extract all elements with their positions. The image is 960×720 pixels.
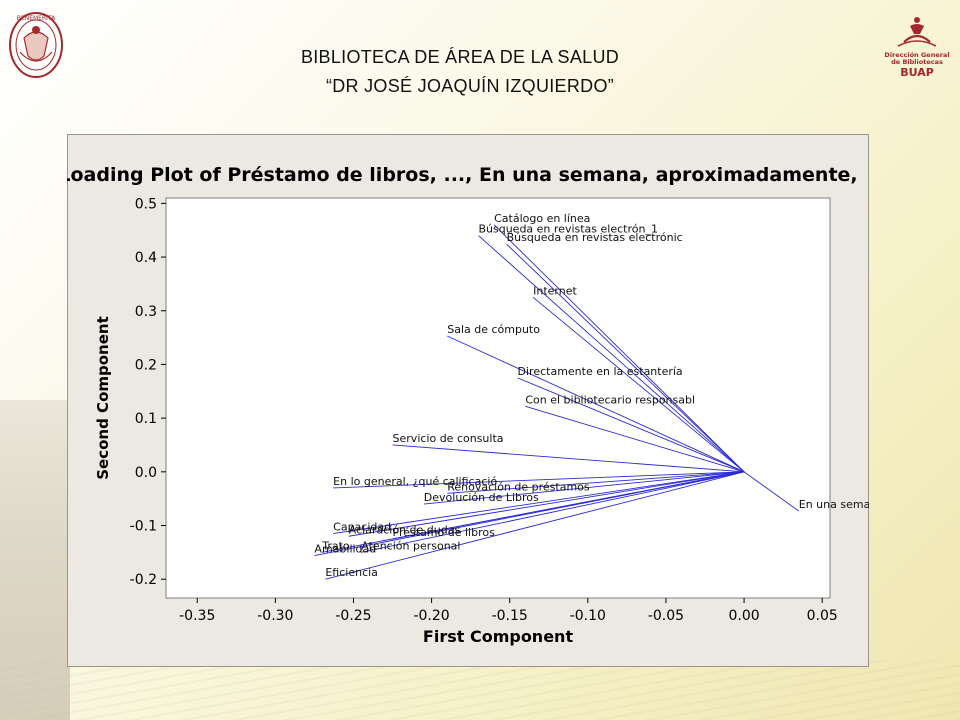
x-tick-label: -0.30 [257, 608, 293, 624]
x-tick-label: -0.20 [413, 608, 449, 624]
plot-area [165, 197, 831, 599]
loading-label: Con el bibliotecario responsabl [525, 393, 695, 406]
loading-line [478, 235, 745, 473]
loading-label: Catálogo en línea [494, 212, 590, 225]
y-axis-label: Second Component [94, 316, 112, 480]
background-book-image [0, 400, 70, 720]
y-tick-label: 0.0 [135, 465, 157, 481]
loading-label: Eficiencia [325, 566, 378, 579]
loading-label: Directamente en la estantería [518, 365, 683, 378]
direccion-bibliotecas-logo: Dirección General de Bibliotecas BUAP [884, 14, 950, 80]
loading-line [361, 471, 745, 553]
loading-label: Capacidad [333, 521, 391, 534]
loading-line [525, 405, 745, 473]
loading-label: Trato [321, 539, 350, 552]
loading-label: En lo general, ¿qué calificació [333, 475, 497, 488]
logo-right-line2: de Bibliotecas [891, 58, 943, 66]
logo-right-line3: BUAP [900, 66, 934, 79]
x-tick-label: -0.15 [492, 608, 528, 624]
loading-label: Atención personal [361, 539, 460, 552]
y-tick-label: 0.1 [135, 411, 157, 427]
x-tick-label: -0.10 [570, 608, 606, 624]
loading-line [314, 471, 745, 557]
loading-line [325, 471, 745, 580]
logo-left-caption: BENEMÉRITA [17, 14, 56, 22]
axis-ticks: -0.35 -0.30 -0.25 -0.20 -0.15 -0.10 -0.05 0.00 0… [130, 196, 838, 624]
x-tick-label: -0.25 [335, 608, 371, 624]
y-tick-label: 0.2 [135, 357, 157, 373]
loading-line [532, 296, 745, 473]
loading-line [743, 471, 800, 512]
loading-label: Sala de cómputo [447, 323, 540, 336]
loading-lines [314, 224, 800, 580]
page-title-line1: BIBLIOTECA DE ÁREA DE LA SALUD [300, 47, 620, 67]
loading-line [517, 377, 745, 473]
loading-label: Amabilidad [314, 543, 376, 556]
loading-label: Renovación de préstamos [447, 480, 590, 493]
loading-line [493, 224, 745, 473]
loading-line [333, 471, 745, 489]
background-page-lines [0, 660, 960, 720]
x-tick-label: 0.05 [807, 608, 838, 624]
y-tick-label: -0.2 [130, 572, 157, 588]
logo-right-line1: Dirección General [884, 51, 949, 59]
loading-label: Búsqueda en revistas electrón_1 [478, 223, 658, 236]
x-axis-label: First Component [423, 627, 574, 646]
y-tick-label: 0.5 [135, 196, 157, 212]
loading-line [333, 471, 745, 535]
y-tick-label: -0.1 [130, 519, 157, 535]
loading-label: Internet [533, 284, 577, 297]
page-title-line2: “DR JOSÉ JOAQUÍN IZQUIERDO” [325, 76, 615, 96]
loading-label: Aclaración de dudas [349, 523, 461, 536]
loading-label: En una semana, aproximadam [799, 498, 869, 511]
y-tick-label: 0.3 [135, 304, 157, 320]
loading-line [506, 243, 745, 473]
loading-label: Préstamo de libros [393, 526, 496, 539]
loading-line [447, 335, 745, 473]
loading-label: Devolución de Libros [424, 491, 539, 504]
loading-line [423, 471, 745, 505]
x-tick-label: -0.35 [179, 608, 215, 624]
x-tick-label: -0.05 [648, 608, 684, 624]
loading-plot-chart: Loading Plot of Préstamo de libros, ...,… [67, 164, 869, 646]
x-tick-label: 0.00 [728, 608, 759, 624]
buap-crest-logo: BENEMÉRITA [6, 8, 66, 82]
loading-line [392, 444, 745, 473]
y-tick-label: 0.4 [135, 250, 157, 266]
loading-line [348, 471, 745, 537]
chart-title: Loading Plot of Préstamo de libros, ...,… [67, 164, 858, 186]
loading-label: Servicio de consulta [393, 432, 504, 445]
loading-line [447, 471, 745, 494]
loading-label: Búsqueda en revistas electrónic [507, 231, 683, 244]
